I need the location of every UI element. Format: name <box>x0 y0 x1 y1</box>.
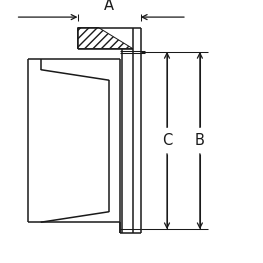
Text: B: B <box>195 133 205 148</box>
Polygon shape <box>78 28 133 49</box>
Text: A: A <box>104 0 114 13</box>
Text: C: C <box>162 133 172 148</box>
